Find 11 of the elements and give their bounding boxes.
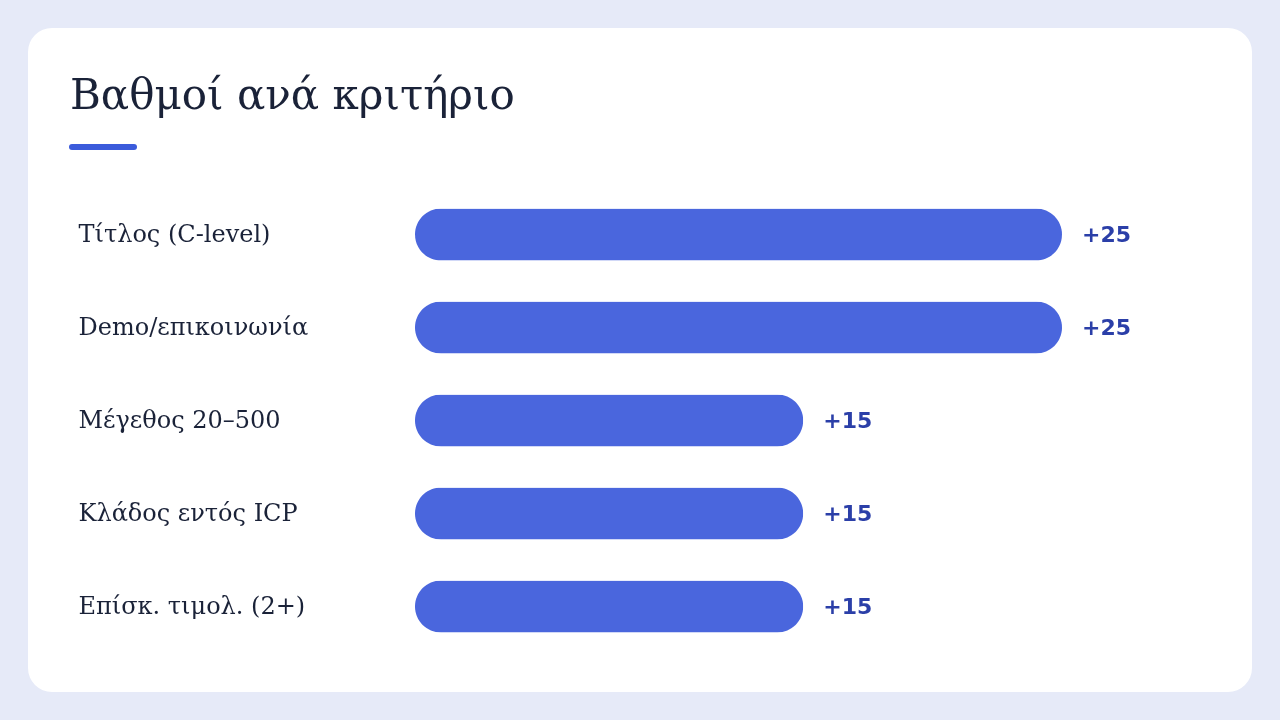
data-label: +15 (823, 407, 873, 433)
data-label: +25 (1082, 314, 1132, 340)
data-label: +15 (823, 500, 873, 526)
y-tick-label: Μέγεθος 20–500 (78, 405, 281, 434)
y-tick-label: Επίσκ. τιμολ. (2+) (78, 591, 306, 620)
y-tick-label: Κλάδος εντός ICP (78, 498, 298, 527)
data-label: +25 (1082, 221, 1132, 247)
y-tick-label: Τίτλος (C-level) (78, 219, 271, 248)
y-tick-label: Demo/επικοινωνία (78, 312, 309, 341)
data-label: +15 (823, 593, 873, 619)
chart-title: Βαθμοί ανά κριτήριο (70, 70, 515, 119)
